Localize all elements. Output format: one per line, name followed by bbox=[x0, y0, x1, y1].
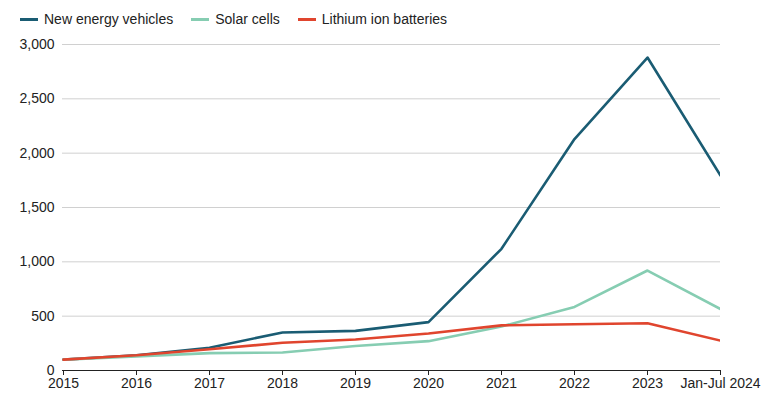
svg-text:2023: 2023 bbox=[632, 375, 663, 391]
svg-text:0: 0 bbox=[46, 362, 55, 378]
html-text:New energy vehicles: New energy vehicles bbox=[44, 11, 174, 27]
svg-text:2019: 2019 bbox=[340, 375, 371, 391]
svg-text:1,500: 1,500 bbox=[19, 199, 54, 215]
svg-text:2017: 2017 bbox=[194, 375, 225, 391]
svg-text:1,000: 1,000 bbox=[19, 253, 54, 269]
svg-text:2015: 2015 bbox=[48, 375, 79, 391]
html-text:Solar cells: Solar cells bbox=[215, 11, 280, 27]
svg-text:2021: 2021 bbox=[486, 375, 517, 391]
svg-text:2018: 2018 bbox=[267, 375, 298, 391]
svg-text:2,000: 2,000 bbox=[19, 145, 54, 161]
svg-text:500: 500 bbox=[31, 308, 55, 324]
svg-text:Jan-Jul 2024: Jan-Jul 2024 bbox=[680, 375, 760, 391]
svg-text:3,000: 3,000 bbox=[19, 36, 54, 52]
svg-text:2016: 2016 bbox=[121, 375, 152, 391]
svg-text:2022: 2022 bbox=[559, 375, 590, 391]
svg-text:2020: 2020 bbox=[413, 375, 444, 391]
html-text:Lithium ion batteries: Lithium ion batteries bbox=[321, 11, 448, 27]
svg-text:2,500: 2,500 bbox=[19, 90, 54, 106]
